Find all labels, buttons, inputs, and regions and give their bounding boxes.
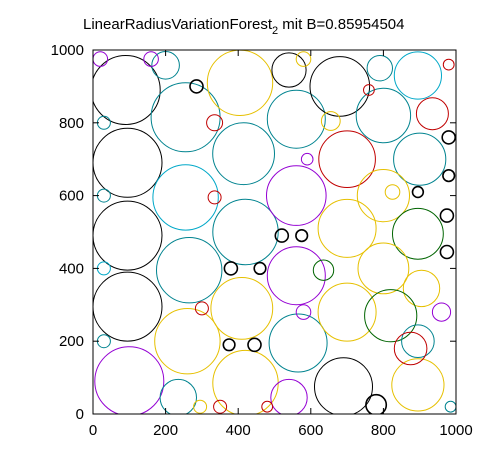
data-circle-60 <box>295 304 312 320</box>
data-circle-25 <box>314 357 373 414</box>
data-circle-21 <box>309 56 371 117</box>
chart-title-main: LinearRadiusVariationForest <box>83 16 273 33</box>
y-tick-label-4: 800 <box>59 115 84 132</box>
data-circle-46 <box>441 130 456 145</box>
data-circle-65 <box>96 261 111 276</box>
plot-area <box>93 50 456 414</box>
data-circle-24 <box>317 282 377 342</box>
data-circle-62 <box>93 51 109 67</box>
data-circle-45 <box>365 393 388 414</box>
y-axis: 0 200 400 600 800 1000 <box>51 42 456 423</box>
data-circle-68 <box>295 51 312 67</box>
data-circle-29 <box>393 132 447 186</box>
data-circle-30 <box>356 169 410 223</box>
y-tick-label-2: 400 <box>59 260 84 277</box>
data-circle-3 <box>93 271 163 342</box>
data-circle-74 <box>431 302 452 322</box>
chart-title-suffix: mit B=0.85954504 <box>278 16 404 33</box>
x-tick-label-4: 800 <box>371 422 396 439</box>
data-circle-44 <box>295 229 309 243</box>
data-circle-4 <box>94 346 165 414</box>
data-circle-43 <box>274 228 290 243</box>
y-tick-label-1: 200 <box>59 333 84 350</box>
data-circle-41 <box>247 337 262 353</box>
data-circle-18 <box>266 246 326 306</box>
x-tick-label-2: 400 <box>226 422 251 439</box>
data-circle-11 <box>212 122 276 186</box>
data-circle-42 <box>253 261 267 276</box>
data-circle-9 <box>159 378 197 414</box>
data-circle-57 <box>312 259 335 281</box>
data-circle-6 <box>152 164 219 231</box>
data-circle-13 <box>210 277 274 340</box>
data-circle-70 <box>442 58 455 71</box>
data-circle-37 <box>189 79 204 94</box>
data-circle-22 <box>318 130 376 188</box>
data-circle-20 <box>270 378 308 414</box>
data-circle-71 <box>213 399 228 414</box>
y-tick-label-0: 0 <box>76 406 84 423</box>
plot-frame <box>92 49 457 415</box>
data-circle-7 <box>156 237 223 304</box>
data-circle-72 <box>261 400 274 413</box>
x-axis: 0 200 400 600 800 1000 <box>89 50 473 439</box>
data-circle-0 <box>93 55 161 125</box>
data-circle-56 <box>320 111 341 131</box>
data-circle-35 <box>401 324 435 359</box>
data-circle-64 <box>96 188 111 203</box>
data-circle-34 <box>364 289 418 343</box>
data-circle-10 <box>206 50 274 116</box>
data-circle-67 <box>143 51 159 67</box>
data-circle-15 <box>271 52 307 88</box>
data-circle-39 <box>223 261 239 276</box>
data-circle-36 <box>391 358 445 412</box>
circle-series <box>93 50 456 414</box>
data-circle-14 <box>212 349 279 414</box>
data-circle-53 <box>415 97 449 131</box>
data-circle-54 <box>193 399 208 414</box>
y-tick-label-3: 600 <box>59 188 84 205</box>
data-circle-66 <box>96 334 111 349</box>
x-tick-label-5: 1000 <box>439 422 472 439</box>
data-circle-12 <box>212 198 279 266</box>
x-tick-label-3: 600 <box>298 422 323 439</box>
x-tick-label-1: 200 <box>153 422 178 439</box>
data-circle-26 <box>366 54 393 82</box>
data-circle-28 <box>355 87 412 144</box>
data-circle-33 <box>402 269 441 308</box>
data-circle-58 <box>206 114 224 132</box>
data-circle-52 <box>393 331 428 366</box>
data-circle-8 <box>154 308 221 375</box>
chart-title: LinearRadiusVariationForest2 mit B=0.859… <box>83 16 404 37</box>
data-circle-49 <box>439 244 455 260</box>
data-circle-2 <box>93 200 163 271</box>
data-circle-40 <box>222 338 236 352</box>
data-circle-5 <box>150 82 221 153</box>
data-circle-59 <box>207 190 222 205</box>
data-circle-50 <box>411 185 425 199</box>
data-circle-17 <box>266 165 327 226</box>
data-circle-19 <box>268 313 328 373</box>
data-circle-31 <box>392 207 444 260</box>
data-circle-23 <box>317 198 377 258</box>
data-circle-47 <box>442 169 456 183</box>
x-tick-label-0: 0 <box>89 422 97 439</box>
data-circle-51 <box>384 184 401 200</box>
data-circle-38 <box>194 301 209 316</box>
data-circle-16 <box>266 89 326 149</box>
data-circle-1 <box>93 127 163 198</box>
y-tick-label-5: 1000 <box>51 42 84 59</box>
data-circle-61 <box>300 152 314 166</box>
data-circle-73 <box>444 400 456 413</box>
data-circle-69 <box>363 84 375 96</box>
data-circle-27 <box>393 51 442 100</box>
data-circle-32 <box>357 242 410 295</box>
chart-title-subscript: 2 <box>272 25 278 37</box>
data-circle-63 <box>96 115 111 130</box>
data-circle-48 <box>439 208 455 223</box>
